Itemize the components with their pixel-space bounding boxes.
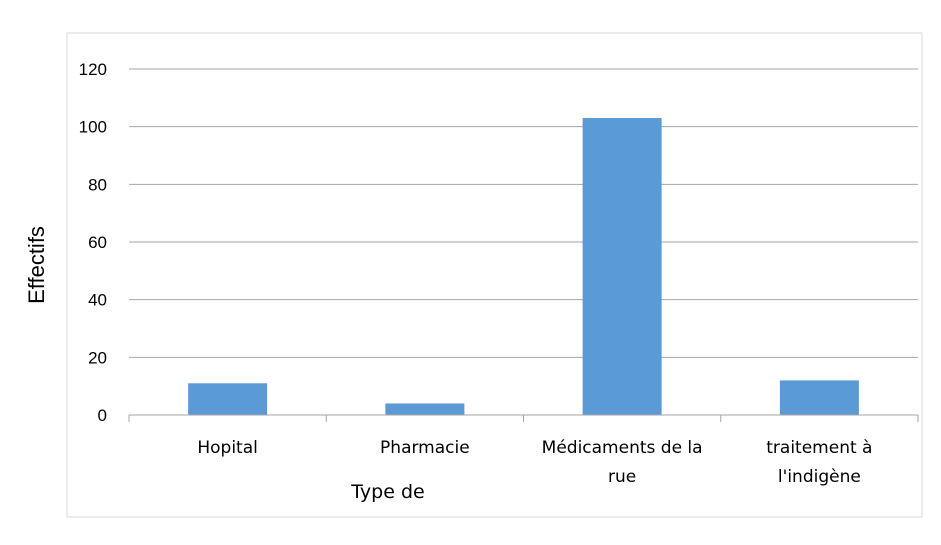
- bar: [385, 403, 465, 415]
- bar: [779, 380, 859, 415]
- category-label-line: Médicaments de la: [542, 438, 703, 458]
- x-axis: [128, 414, 919, 422]
- category-label-line: Hopital: [197, 438, 258, 458]
- gridlines: [129, 68, 918, 358]
- bar: [188, 383, 268, 415]
- bars: [188, 118, 859, 416]
- y-axis-title: Effectifs: [24, 226, 49, 304]
- y-tick-label: 0: [98, 406, 107, 425]
- category-label-line: rue: [608, 467, 636, 487]
- y-tick-label: 100: [79, 118, 107, 137]
- x-axis-title: Type de: [350, 481, 424, 503]
- category-label: Hopital: [197, 438, 258, 458]
- category-label: Médicaments de la rue: [542, 438, 703, 487]
- y-tick-label: 80: [88, 175, 107, 194]
- bar: [582, 118, 662, 416]
- category-label-line: traitement à: [766, 438, 872, 458]
- y-tick-label: 120: [79, 60, 107, 79]
- category-label-line: Pharmacie: [380, 438, 470, 458]
- y-tick-label: 60: [88, 233, 107, 252]
- category-label-line: l'indigène: [778, 467, 861, 487]
- y-tick-label: 40: [88, 291, 107, 310]
- category-labels: Hopital Pharmacie Médicaments de la rue trai…: [197, 438, 872, 487]
- y-tick-label: 20: [88, 348, 107, 367]
- category-label: traitement à l'indigène: [766, 438, 872, 487]
- chart-border: [66, 32, 923, 518]
- category-label: Pharmacie: [380, 438, 470, 458]
- y-tick-labels: 0 20 40 60 80 100 120: [79, 60, 107, 425]
